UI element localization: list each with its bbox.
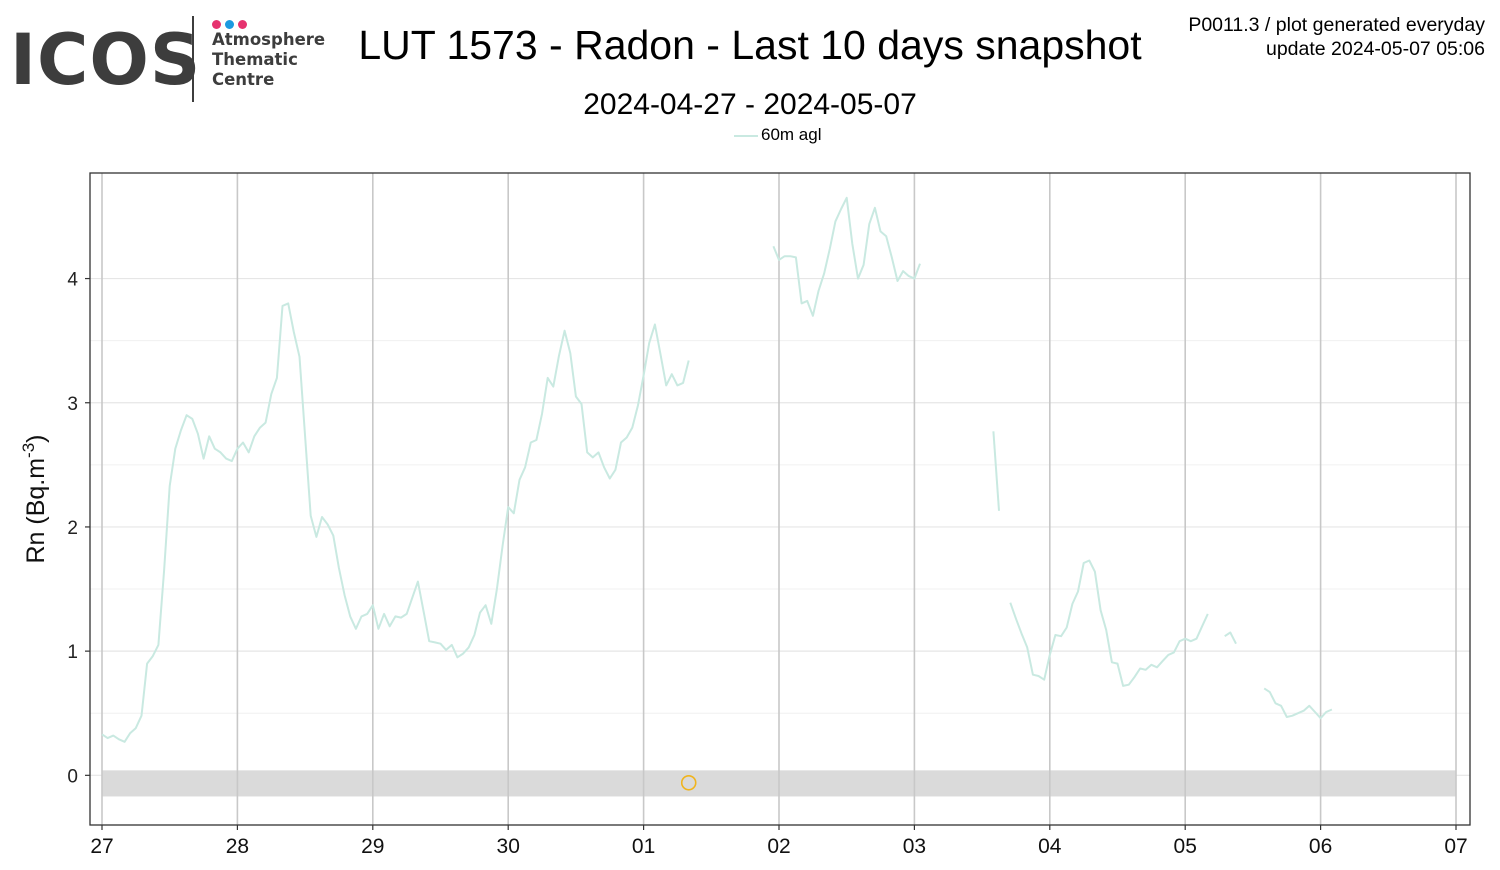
- y-axis-label: Rn (Bq.m-3): [19, 434, 50, 563]
- logo-wordmark: ICOS: [10, 19, 202, 101]
- y-tick-label: 4: [67, 270, 78, 291]
- x-tick-label-02: 02: [767, 835, 790, 858]
- legend-key-60m: [734, 134, 758, 137]
- y-tick-label: 3: [67, 394, 78, 415]
- x-tick-label-03: 03: [903, 835, 926, 858]
- logo-line-3: Centre: [212, 70, 275, 89]
- y-tick-label: 2: [67, 518, 78, 539]
- x-tick-label-27: 27: [90, 835, 113, 858]
- y-tick-label: 0: [67, 766, 78, 787]
- x-tick-label-29: 29: [361, 835, 384, 858]
- legend: 60m agl: [734, 125, 821, 145]
- x-tick-label-30: 30: [497, 835, 520, 858]
- series-line-segment-4: [1009, 559, 1209, 687]
- series-line-segment-1: [101, 302, 690, 743]
- chart-title: LUT 1573 - Radon - Last 10 days snapshot: [358, 22, 1142, 68]
- logo-dots: [212, 16, 251, 34]
- update-line: update 2024-05-07 05:06: [1265, 38, 1485, 60]
- x-tick-label-06: 06: [1309, 835, 1332, 858]
- logo-line-2: Thematic: [212, 50, 298, 69]
- chart-subtitle: 2024-04-27 - 2024-05-07: [583, 88, 917, 121]
- y-tick-label: 1: [67, 642, 78, 663]
- series-line-segment-5: [1224, 631, 1237, 645]
- series-line-segment-6: [1263, 687, 1333, 720]
- plot-meta: P0011.3 / plot generated everyday update…: [1188, 13, 1485, 61]
- flag-marker-1: [680, 774, 697, 791]
- logo-text: Atmosphere Thematic Centre: [212, 30, 325, 90]
- x-tick-label-05: 05: [1174, 835, 1197, 858]
- x-tick-label-28: 28: [226, 835, 249, 858]
- series-line-segment-3: [992, 431, 1000, 511]
- logo-line-1: Atmosphere: [212, 30, 326, 49]
- x-tick-label-01: 01: [632, 835, 655, 858]
- x-tick-label-04: 04: [1038, 835, 1062, 858]
- logo-divider: [192, 16, 194, 102]
- logo-dot-1: [212, 20, 221, 29]
- logo-dot-3: [238, 20, 247, 29]
- icos-logo: ICOS Atmosphere Thematic Centre: [10, 14, 330, 106]
- series-line-segment-2: [772, 196, 921, 317]
- x-tick-label-07: 07: [1444, 835, 1467, 858]
- plot-border: [89, 172, 1471, 826]
- logo-dot-2: [225, 20, 234, 29]
- product-line: P0011.3 / plot generated everyday: [1188, 14, 1485, 36]
- legend-label-60m: 60m agl: [761, 125, 822, 144]
